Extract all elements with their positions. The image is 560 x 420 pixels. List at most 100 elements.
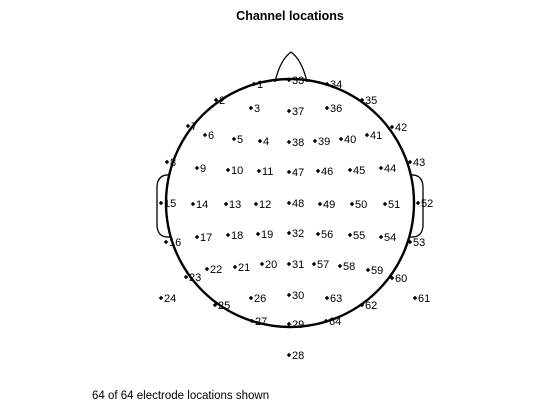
electrode-label: 60 bbox=[395, 273, 407, 285]
electrode-marker bbox=[324, 105, 330, 111]
electrode-marker bbox=[286, 108, 292, 114]
electrode-marker bbox=[225, 167, 231, 173]
electrode-label: 8 bbox=[170, 157, 176, 169]
electrode-label: 50 bbox=[355, 199, 367, 211]
electrode-marker bbox=[412, 295, 418, 301]
electrode-label: 45 bbox=[353, 165, 365, 177]
electrode-label: 30 bbox=[292, 290, 304, 302]
electrode-53: 53 bbox=[407, 237, 425, 249]
electrode-43: 43 bbox=[407, 157, 425, 169]
electrode-label: 27 bbox=[255, 316, 267, 328]
electrode-label: 14 bbox=[196, 199, 208, 211]
electrode-29: 29 bbox=[286, 319, 304, 331]
electrode-label: 61 bbox=[418, 293, 430, 305]
electrode-marker bbox=[232, 264, 238, 270]
electrode-label: 5 bbox=[237, 134, 243, 146]
electrode-marker bbox=[212, 302, 218, 308]
electrode-label: 40 bbox=[344, 134, 356, 146]
electrode-label: 34 bbox=[330, 79, 342, 91]
electrode-label: 56 bbox=[321, 229, 333, 241]
electrode-label: 33 bbox=[292, 75, 304, 87]
electrode-50: 50 bbox=[349, 199, 367, 211]
electrode-13: 13 bbox=[223, 199, 241, 211]
electrode-11: 11 bbox=[256, 166, 273, 178]
electrode-marker bbox=[225, 232, 231, 238]
electrode-marker bbox=[349, 201, 355, 207]
electrode-marker bbox=[347, 232, 353, 238]
electrode-47: 47 bbox=[286, 167, 304, 179]
electrode-marker bbox=[257, 138, 263, 144]
electrode-marker bbox=[315, 168, 321, 174]
electrode-label: 13 bbox=[229, 199, 241, 211]
electrode-39: 39 bbox=[312, 136, 330, 148]
electrode-label: 43 bbox=[413, 157, 425, 169]
electrode-57: 57 bbox=[311, 259, 329, 271]
electrode-label: 12 bbox=[259, 199, 271, 211]
electrode-19: 19 bbox=[255, 229, 273, 241]
electrode-27: 27 bbox=[249, 316, 267, 328]
electrode-marker bbox=[190, 201, 196, 207]
electrode-marker bbox=[164, 159, 170, 165]
electrode-marker bbox=[337, 263, 343, 269]
electrode-40: 40 bbox=[338, 134, 356, 146]
electrode-1: 1 bbox=[251, 79, 263, 91]
electrode-marker bbox=[185, 123, 191, 129]
electrode-label: 54 bbox=[384, 232, 396, 244]
electrode-label: 49 bbox=[323, 199, 335, 211]
electrode-marker bbox=[315, 231, 321, 237]
electrode-12: 12 bbox=[253, 199, 271, 211]
electrode-marker bbox=[407, 239, 413, 245]
electrode-label: 51 bbox=[388, 199, 400, 211]
electrode-label: 9 bbox=[200, 163, 206, 175]
electrode-59: 59 bbox=[365, 265, 383, 277]
electrode-marker bbox=[311, 261, 317, 267]
left-ear-outline bbox=[156, 174, 171, 238]
electrode-5: 5 bbox=[231, 134, 243, 146]
electrode-label: 26 bbox=[254, 293, 266, 305]
electrode-marker bbox=[251, 81, 257, 87]
electrode-marker bbox=[312, 138, 318, 144]
electrode-2: 2 bbox=[213, 95, 225, 107]
electrode-marker bbox=[286, 261, 292, 267]
electrode-42: 42 bbox=[389, 122, 407, 134]
electrode-4: 4 bbox=[257, 136, 269, 148]
electrode-marker bbox=[359, 302, 365, 308]
electrode-label: 38 bbox=[292, 137, 304, 149]
electrode-17: 17 bbox=[194, 232, 212, 244]
electrode-marker bbox=[158, 200, 164, 206]
electrode-marker bbox=[378, 234, 384, 240]
electrode-15: 15 bbox=[158, 198, 176, 210]
electrode-label: 16 bbox=[169, 237, 181, 249]
electrode-marker bbox=[324, 295, 330, 301]
electrode-marker bbox=[194, 234, 200, 240]
electrode-label: 23 bbox=[189, 272, 201, 284]
electrode-33: 33 bbox=[286, 75, 304, 87]
electrode-marker bbox=[248, 295, 254, 301]
electrode-6: 6 bbox=[202, 130, 214, 142]
electrode-label: 59 bbox=[371, 265, 383, 277]
electrode-26: 26 bbox=[248, 293, 266, 305]
electrode-44: 44 bbox=[378, 163, 396, 175]
electrode-marker bbox=[407, 159, 413, 165]
electrode-60: 60 bbox=[389, 273, 407, 285]
electrode-marker bbox=[347, 167, 353, 173]
electrode-51: 51 bbox=[382, 199, 400, 211]
electrode-31: 31 bbox=[286, 259, 304, 271]
electrode-label: 47 bbox=[292, 167, 304, 179]
electrode-label: 46 bbox=[321, 166, 333, 178]
electrode-37: 37 bbox=[286, 106, 304, 118]
electrode-49: 49 bbox=[317, 199, 335, 211]
electrode-marker bbox=[183, 274, 189, 280]
electrode-label: 6 bbox=[208, 130, 214, 142]
electrode-marker bbox=[382, 201, 388, 207]
electrode-label: 10 bbox=[231, 165, 243, 177]
electrode-label: 64 bbox=[329, 316, 341, 328]
electrode-32: 32 bbox=[286, 228, 304, 240]
electrode-marker bbox=[204, 266, 210, 272]
electrode-label: 15 bbox=[164, 198, 176, 210]
electrode-36: 36 bbox=[324, 103, 342, 115]
electrode-label: 4 bbox=[263, 136, 269, 148]
electrode-34: 34 bbox=[324, 79, 342, 91]
electrode-20: 20 bbox=[259, 259, 277, 271]
